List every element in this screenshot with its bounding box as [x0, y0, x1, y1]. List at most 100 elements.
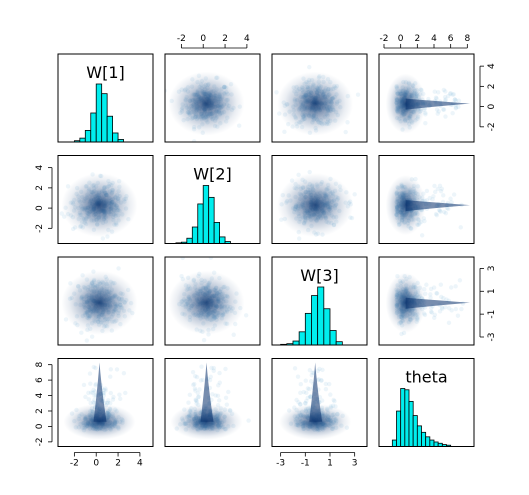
density-point	[434, 107, 440, 112]
density-point	[355, 92, 361, 97]
density-point	[92, 397, 97, 403]
density-point	[246, 418, 251, 423]
density-point	[441, 209, 447, 215]
density-point	[450, 92, 455, 97]
density-point	[292, 366, 298, 371]
density-point	[453, 106, 459, 111]
density-point	[323, 381, 329, 387]
density-point	[455, 313, 461, 318]
hist-bar	[117, 139, 124, 142]
density-point	[435, 186, 441, 192]
density-point	[180, 257, 185, 261]
panel-2-0	[61, 266, 138, 343]
density-point	[448, 91, 453, 97]
density-point	[308, 379, 314, 384]
x-tick-label: 0	[93, 459, 99, 469]
hist-bar	[425, 436, 431, 447]
density-point	[303, 400, 308, 406]
hist-bar	[416, 425, 422, 447]
hist-bar	[112, 132, 119, 142]
density-point	[88, 381, 93, 386]
x-tick-label: 2	[222, 34, 228, 44]
density-point	[191, 382, 196, 388]
hist-bar	[90, 112, 97, 142]
density-tail	[200, 362, 214, 422]
density-tail	[405, 98, 470, 110]
panel-border	[378, 53, 475, 143]
density-point	[436, 207, 442, 213]
y-tick-label: 0	[487, 103, 497, 109]
x-tick-label: 0	[200, 34, 206, 44]
panel-0-1	[165, 71, 245, 142]
density-point	[436, 109, 441, 114]
density-tail	[93, 362, 107, 422]
hist-bar	[191, 226, 199, 244]
density-point	[93, 381, 99, 387]
panel-border	[271, 155, 368, 244]
density-point	[453, 98, 459, 103]
density-point	[429, 310, 435, 315]
density-point	[81, 382, 87, 388]
panel-3-0	[63, 362, 136, 440]
y-tick-label: 4	[35, 165, 45, 171]
density-point	[432, 183, 437, 189]
panel-border	[378, 155, 475, 244]
density-point	[307, 386, 312, 392]
density-point	[307, 169, 312, 175]
density-point	[456, 98, 462, 103]
density-point	[446, 93, 451, 99]
density-point	[211, 368, 216, 374]
y-tick-label: 2	[35, 408, 45, 414]
density-point	[110, 397, 116, 402]
density-point	[91, 364, 96, 370]
density-point	[456, 104, 461, 109]
density-point	[295, 374, 301, 379]
density-point	[431, 194, 436, 199]
density-point	[453, 105, 459, 110]
x-tick-label: -2	[380, 34, 389, 44]
y-tick-label: -2	[487, 122, 497, 131]
density-point	[460, 301, 466, 306]
panel-1-3	[385, 175, 470, 238]
density-point	[303, 378, 308, 383]
density-point	[428, 292, 433, 297]
density-point	[191, 139, 197, 142]
density-point	[91, 387, 96, 393]
x-tick-label: -1	[301, 459, 310, 469]
density-point	[226, 389, 231, 395]
density-point	[328, 392, 333, 397]
hist-bar	[317, 286, 325, 345]
density-point	[108, 390, 114, 396]
density-point	[437, 183, 443, 189]
density-point	[105, 400, 111, 405]
panel-border	[164, 155, 261, 244]
density-point	[319, 398, 325, 403]
density-point	[441, 87, 447, 93]
density-point	[243, 313, 249, 318]
density-point	[274, 90, 279, 95]
density-point	[92, 389, 98, 394]
panel-border	[57, 256, 154, 346]
x-tick-label: 2	[115, 459, 121, 469]
density-point	[93, 383, 98, 388]
density-point	[210, 392, 215, 397]
density-point	[449, 308, 454, 313]
density-point	[430, 197, 435, 202]
density-point	[296, 400, 301, 405]
density-point	[443, 89, 448, 94]
density-point	[441, 107, 446, 112]
y-tick-label: 2	[35, 185, 45, 191]
density-point	[92, 393, 97, 398]
density-point	[90, 390, 96, 395]
x-tick-label: -2	[70, 459, 79, 469]
y-tick-label: 3	[487, 266, 497, 272]
density-point	[193, 398, 199, 403]
density-point	[458, 225, 463, 230]
panel-title: W[3]	[300, 266, 338, 285]
density-point	[453, 284, 458, 289]
density-point	[446, 206, 451, 212]
hist-bar	[219, 236, 226, 244]
panel-1-1	[175, 185, 231, 244]
density-point	[343, 129, 348, 135]
density-point	[196, 394, 201, 399]
